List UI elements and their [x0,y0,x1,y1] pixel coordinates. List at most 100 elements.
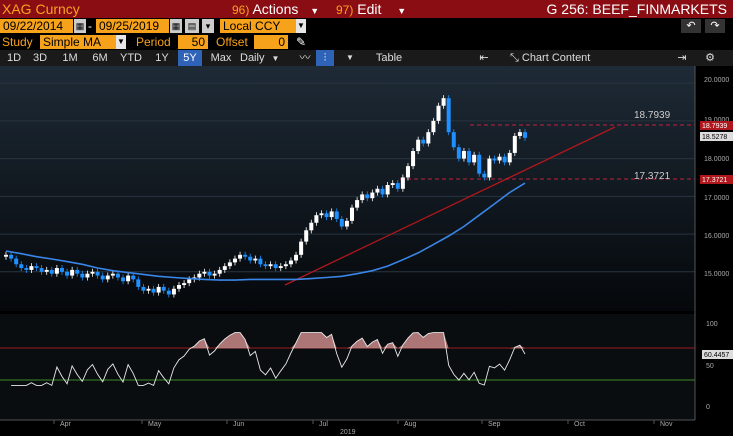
calendar-icon[interactable]: ▦ [74,19,86,33]
month-label: Sep [488,421,501,428]
period-max-button[interactable]: Max [210,52,232,64]
candle-body [54,268,59,274]
candle-body [19,264,24,269]
trend-line[interactable] [284,126,616,286]
candle-body [258,258,263,265]
last-price-badge [700,132,733,141]
candle-body [85,273,90,278]
study-bar: Study Simple MA ▼ Period 50 Offset 0 ✎ [0,35,733,50]
settings-icon[interactable]: ⚙ [705,52,715,64]
time-axis: Apr May Jun Jul Aug Sep Oct Nov [53,420,673,428]
pencil-icon[interactable]: ✎ [296,35,307,49]
candle-body [222,266,227,270]
candle-body [212,273,217,276]
candlestick-icon[interactable]: ⫶ [316,50,334,66]
candle-body [456,147,461,159]
chart-content-button[interactable]: ⤡ Chart Content [510,50,618,66]
rsi-last-badge [702,350,733,359]
price-panel [0,66,695,311]
candle-body [283,264,288,267]
candle-body [304,230,309,242]
candle-body [523,132,527,138]
candle-body [482,173,487,178]
candle-body [131,275,136,280]
candle-body [461,151,466,159]
candle-body [90,271,95,274]
candle-body [151,288,156,293]
edit-number: 97) [336,3,354,17]
line-chart-icon[interactable]: 〰 [299,52,311,64]
period-ytd-button[interactable]: YTD [120,52,142,64]
candle-body [207,271,212,276]
month-label: Apr [60,421,72,428]
end-date-field[interactable]: 09/25/2019 [96,19,169,33]
candle-body [436,105,441,121]
price-axis: 20.0000 19.0000 18.0000 17.0000 16.0000 … [704,77,729,278]
period-1m-button[interactable]: 1M [62,52,78,64]
candle-body [141,286,146,291]
candle-body [400,177,405,189]
period-input[interactable]: 50 [178,35,208,49]
chevron-down-icon[interactable]: ▾ [202,19,214,33]
period-3d-button[interactable]: 3D [32,52,48,64]
undo-icon[interactable]: ↶ [681,19,701,33]
year-label: 2019 [340,429,356,436]
candle-body [161,286,166,291]
candle-body [426,132,431,144]
calendar-icon[interactable]: ▦ [170,19,182,33]
actions-menu[interactable]: 96) Actions ▼ [232,0,319,18]
chevron-down-icon[interactable]: ▼ [116,35,126,49]
candle-body [502,156,507,163]
candle-body [65,271,70,276]
expand-icon[interactable]: ⇥ [677,52,687,64]
candle-body [314,215,319,223]
table-button[interactable]: Table [375,52,403,64]
price-chart[interactable]: 20.0000 19.0000 18.0000 17.0000 16.0000 … [0,66,733,436]
candle-body [324,213,329,218]
candle-body [355,200,360,208]
candle-body [395,183,400,189]
month-label: Oct [574,421,585,428]
candle-body [467,151,472,163]
candle-body [497,156,502,161]
security-title[interactable]: XAG Curncy [2,1,80,17]
period-5y-button[interactable]: 5Y [178,50,202,66]
candle-body [329,211,334,218]
period-6m-button[interactable]: 6M [92,52,108,64]
chevron-down-icon[interactable]: ▼ [296,19,306,33]
study-select[interactable]: Simple MA [40,35,116,49]
page-id: G 256: BEEF_FINMARKETS [546,1,728,17]
low-marker-label: 17.3721 [634,171,671,182]
period-label: Period [136,35,171,49]
high-marker-badge [700,121,733,130]
offset-label: Offset [216,35,248,49]
candle-body [105,275,110,280]
candle-body [49,269,54,274]
currency-select[interactable]: Local CCY [220,19,296,33]
candle-body [202,271,207,274]
candle-body [136,279,141,287]
candle-body [34,266,39,269]
candle-body [288,260,293,265]
candle-body [487,158,492,178]
candle-body [146,288,151,291]
candle-body [365,194,370,199]
candle-body [517,132,522,136]
candle-body [121,277,126,282]
low-marker-badge-text: 17.3721 [702,177,727,184]
candle-body [431,120,436,133]
frequency-select[interactable]: Daily ▼ [240,50,290,66]
collapse-icon[interactable]: ⇤ [479,52,489,64]
period-1d-button[interactable]: 1D [6,52,22,64]
calendar-grid-icon[interactable]: ▤ [185,19,199,33]
rsi-overbought-fill [11,332,531,349]
start-date-field[interactable]: 09/22/2014 [0,19,73,33]
candle-body [263,264,268,267]
offset-input[interactable]: 0 [254,35,288,49]
low-marker-badge [700,175,733,184]
period-1y-button[interactable]: 1Y [155,52,169,64]
chevron-down-icon[interactable]: ▼ [346,53,354,62]
edit-menu[interactable]: 97) Edit ▼ [336,0,406,18]
candle-body [268,264,273,267]
redo-icon[interactable]: ↷ [705,19,725,33]
